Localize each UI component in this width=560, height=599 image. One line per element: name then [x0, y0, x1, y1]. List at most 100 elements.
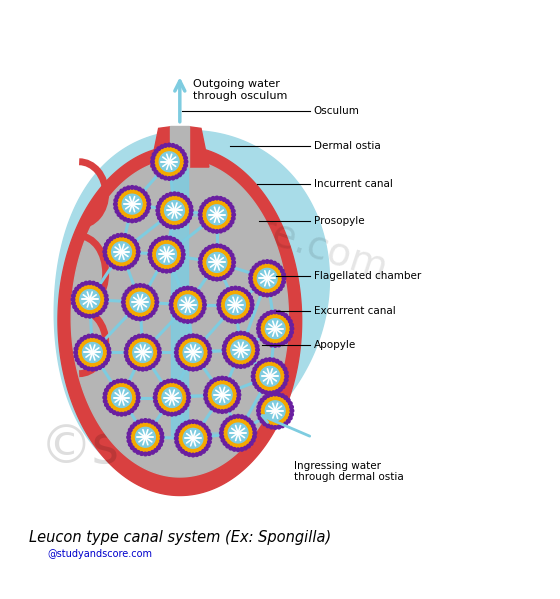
Circle shape [182, 287, 186, 291]
Circle shape [160, 145, 164, 149]
Circle shape [204, 200, 208, 204]
Circle shape [157, 238, 161, 241]
Circle shape [244, 416, 247, 420]
Circle shape [180, 383, 184, 386]
Circle shape [160, 383, 163, 386]
Circle shape [203, 248, 231, 277]
Circle shape [128, 338, 157, 367]
Circle shape [208, 432, 211, 437]
Circle shape [149, 313, 152, 317]
Circle shape [250, 284, 254, 288]
Circle shape [160, 219, 163, 223]
Circle shape [247, 313, 250, 317]
Circle shape [258, 402, 262, 406]
Circle shape [281, 311, 284, 315]
Circle shape [133, 240, 137, 243]
Circle shape [284, 378, 288, 382]
Circle shape [149, 288, 152, 291]
Circle shape [290, 409, 294, 413]
Circle shape [133, 449, 137, 452]
Circle shape [260, 316, 264, 320]
Circle shape [151, 450, 155, 454]
Circle shape [148, 249, 152, 253]
Circle shape [183, 385, 187, 389]
Circle shape [141, 216, 144, 219]
Circle shape [135, 388, 138, 392]
Circle shape [252, 378, 255, 382]
Circle shape [287, 398, 290, 402]
Circle shape [170, 379, 174, 383]
Circle shape [95, 283, 99, 286]
Circle shape [183, 167, 186, 171]
Circle shape [252, 358, 255, 362]
Circle shape [200, 220, 204, 224]
Circle shape [258, 261, 262, 265]
Circle shape [99, 285, 102, 288]
Circle shape [172, 192, 176, 195]
Circle shape [231, 340, 251, 360]
Circle shape [188, 201, 192, 205]
Circle shape [106, 385, 110, 389]
Circle shape [240, 447, 244, 451]
Circle shape [123, 234, 127, 237]
Circle shape [219, 277, 222, 280]
Circle shape [181, 253, 185, 256]
Circle shape [176, 225, 180, 229]
Circle shape [165, 270, 169, 273]
Circle shape [257, 406, 260, 409]
Circle shape [198, 261, 202, 264]
Circle shape [203, 303, 206, 307]
Circle shape [253, 435, 256, 438]
Circle shape [117, 192, 121, 195]
Circle shape [150, 246, 153, 249]
Circle shape [220, 431, 223, 435]
Circle shape [258, 388, 261, 391]
Circle shape [184, 156, 188, 160]
Circle shape [237, 287, 241, 291]
Circle shape [277, 425, 281, 429]
Circle shape [232, 213, 235, 216]
Circle shape [288, 334, 292, 338]
Circle shape [180, 260, 184, 264]
Circle shape [167, 143, 171, 147]
Circle shape [195, 453, 199, 456]
Circle shape [183, 222, 187, 225]
Circle shape [75, 308, 78, 311]
Circle shape [207, 383, 211, 386]
Circle shape [80, 338, 84, 341]
Circle shape [120, 379, 123, 383]
Circle shape [101, 338, 105, 341]
Circle shape [207, 253, 227, 273]
Circle shape [165, 236, 169, 240]
Circle shape [178, 361, 182, 365]
Circle shape [133, 261, 137, 264]
Circle shape [247, 444, 250, 448]
Circle shape [257, 323, 260, 326]
Circle shape [232, 333, 235, 337]
Circle shape [226, 226, 229, 229]
Circle shape [185, 403, 189, 407]
Circle shape [159, 152, 179, 172]
Circle shape [249, 296, 253, 300]
Circle shape [223, 344, 226, 348]
Circle shape [231, 209, 235, 213]
Circle shape [199, 264, 202, 268]
Circle shape [251, 438, 255, 442]
Circle shape [91, 367, 94, 371]
Circle shape [165, 193, 169, 197]
Circle shape [184, 164, 188, 167]
Circle shape [181, 249, 185, 253]
Circle shape [83, 366, 87, 370]
Circle shape [290, 327, 294, 331]
Circle shape [272, 358, 276, 362]
Circle shape [166, 412, 170, 416]
Circle shape [263, 396, 267, 400]
Circle shape [170, 307, 173, 310]
Circle shape [155, 147, 184, 176]
Circle shape [162, 222, 166, 225]
Circle shape [156, 358, 160, 362]
Circle shape [230, 319, 234, 323]
Circle shape [107, 237, 136, 266]
Circle shape [250, 307, 254, 310]
Circle shape [261, 397, 290, 425]
